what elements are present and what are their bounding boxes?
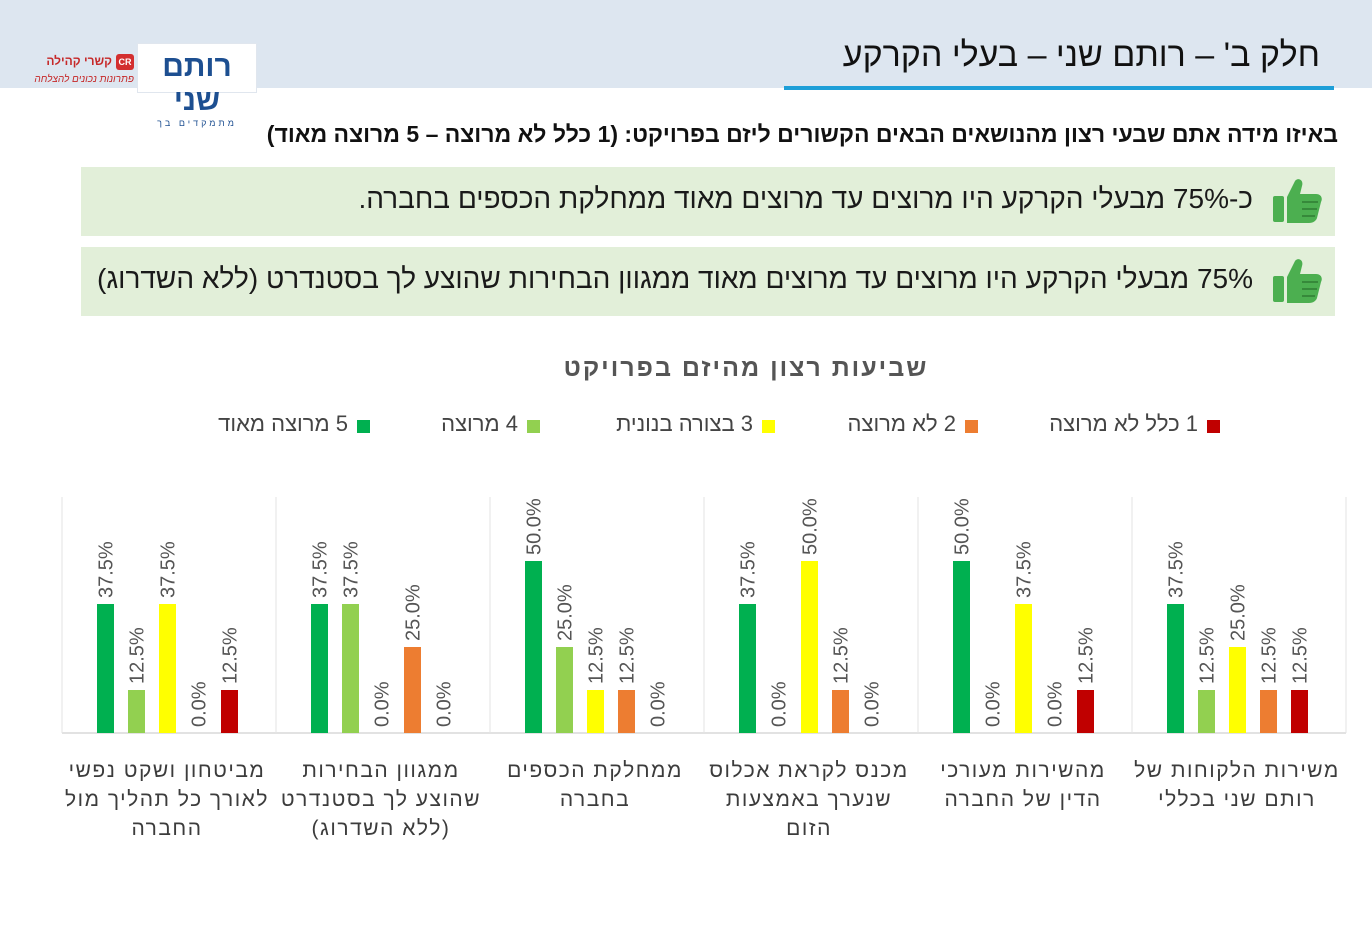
satisfaction-bar-chart: 37.5% 12.5% 25.0% 12.5% 12.5% 50.0% 0.0% 37.5% 0… xyxy=(61,497,1347,734)
data-label-5-2: 37.5% xyxy=(341,541,363,598)
legend-item-1: 1 כלל לא מרוצה xyxy=(1040,411,1220,437)
legend-item-4: 4 מרוצה xyxy=(435,411,540,437)
data-label-5-3: 0.0% xyxy=(372,681,394,727)
data-label-3-3: 50.0% xyxy=(800,498,822,555)
bar-6-5 xyxy=(221,690,238,733)
bar-5-2 xyxy=(342,604,359,733)
data-label-6-2: 12.5% xyxy=(127,627,149,684)
bar-6-2 xyxy=(128,690,145,733)
highlight-box-1: כ-75% מבעלי הקרקע היו מרוצים עד מרוצים מ… xyxy=(81,167,1335,236)
data-label-6-3: 37.5% xyxy=(158,541,180,598)
logo-small-tagline: פתרונות נכונים להצלחה xyxy=(34,74,134,85)
category-label-5: ממגוון הבחירות שהוצע לך בסטנדרט (ללא השד… xyxy=(280,759,482,840)
bar-1-3 xyxy=(1229,647,1246,733)
data-label-5-4: 25.0% xyxy=(403,584,425,641)
data-label-6-1: 37.5% xyxy=(96,541,118,598)
data-label-4-4: 12.5% xyxy=(617,627,639,684)
data-label-1-1: 37.5% xyxy=(1166,541,1188,598)
legend-swatch-2 xyxy=(965,420,978,433)
category-label-1: משירות הלקוחות של רותם שני בכללי xyxy=(1134,759,1340,811)
data-label-2-4: 0.0% xyxy=(1045,681,1067,727)
bar-3-4 xyxy=(832,690,849,733)
thumbs-up-icon xyxy=(1273,259,1322,303)
logo-main-name: רותם שני xyxy=(162,50,232,117)
bar-2-3 xyxy=(1015,604,1032,733)
thumbs-up-icon xyxy=(1273,179,1322,223)
bar-5-4 xyxy=(404,647,421,733)
data-label-6-5: 12.5% xyxy=(220,627,242,684)
data-label-4-1: 50.0% xyxy=(524,498,546,555)
chart-title: שביעות רצון מהיזם בפרויקט xyxy=(563,354,929,382)
data-label-2-5: 12.5% xyxy=(1076,627,1098,684)
legend-label-5: 5 מרוצה מאוד xyxy=(218,411,348,436)
page-title: חלק ב' – רותם שני – בעלי הקרקע xyxy=(842,36,1320,74)
data-label-1-2: 12.5% xyxy=(1197,627,1219,684)
bar-1-4 xyxy=(1260,690,1277,733)
rotem-shani-logo: רותם שני מתמקדים בך xyxy=(137,43,257,128)
bar-2-1 xyxy=(953,561,970,733)
legend-label-2: 2 לא מרוצה xyxy=(847,411,956,436)
data-label-2-1: 50.0% xyxy=(952,498,974,555)
bar-4-2 xyxy=(556,647,573,733)
logo-small-badge: CR xyxy=(116,54,134,70)
legend-item-5: 5 מרוצה מאוד xyxy=(205,411,370,437)
data-label-1-4: 12.5% xyxy=(1259,627,1281,684)
category-label-6: מביטחון ושקט נפשי לאורך כל תהליך מול החב… xyxy=(64,759,269,840)
legend-swatch-5 xyxy=(357,420,370,433)
bar-1-5 xyxy=(1291,690,1308,733)
legend-swatch-3 xyxy=(762,420,775,433)
bar-6-1 xyxy=(97,604,114,733)
bar-1-2 xyxy=(1198,690,1215,733)
category-label-4: ממחלקת הכספים בחברה xyxy=(507,759,683,811)
bar-4-3 xyxy=(587,690,604,733)
data-label-2-3: 37.5% xyxy=(1014,541,1036,598)
legend-item-3: 3 בצורה בנונית xyxy=(605,411,775,437)
highlight-text-1: כ-75% מבעלי הקרקע היו מרוצים עד מרוצים מ… xyxy=(358,183,1253,214)
bar-3-1 xyxy=(739,604,756,733)
legend-swatch-4 xyxy=(527,420,540,433)
data-label-5-1: 37.5% xyxy=(310,541,332,598)
data-label-3-4: 12.5% xyxy=(831,627,853,684)
category-label-3: מכנס לקראת אכלוס שנערך באמצעות הזום xyxy=(709,759,909,840)
bar-6-3 xyxy=(159,604,176,733)
data-label-4-2: 25.0% xyxy=(555,584,577,641)
legend-label-4: 4 מרוצה xyxy=(441,411,518,436)
legend-label-3: 3 בצורה בנונית xyxy=(616,411,753,436)
bar-4-1 xyxy=(525,561,542,733)
bar-5-1 xyxy=(311,604,328,733)
bar-3-3 xyxy=(801,561,818,733)
title-underline xyxy=(784,86,1334,90)
logo-main-sub: מתמקדים בך xyxy=(157,118,237,128)
legend-swatch-1 xyxy=(1207,420,1220,433)
data-label-6-4: 0.0% xyxy=(189,681,211,727)
data-label-4-3: 12.5% xyxy=(586,627,608,684)
legend-item-2: 2 לא מרוצה xyxy=(840,411,978,437)
highlight-text-2: 75% מבעלי הקרקע היו מרוצים עד מרוצים מאו… xyxy=(97,263,1253,294)
data-label-2-2: 0.0% xyxy=(983,681,1005,727)
category-label-2: מהשירות מעורכי הדין של החברה xyxy=(940,759,1106,811)
data-label-5-5: 0.0% xyxy=(434,681,456,727)
data-label-3-1: 37.5% xyxy=(738,541,760,598)
community-relations-logo: CR קשרי קהילה פתרונות נכונים להצלחה xyxy=(30,52,134,92)
data-label-1-5: 12.5% xyxy=(1290,627,1312,684)
data-label-1-3: 25.0% xyxy=(1228,584,1250,641)
data-label-3-5: 0.0% xyxy=(862,681,884,727)
bar-4-4 xyxy=(618,690,635,733)
survey-question: באיזו מידה אתם שבעי רצון מהנושאים הבאים … xyxy=(266,121,1338,147)
bar-1-1 xyxy=(1167,604,1184,733)
highlight-box-2: 75% מבעלי הקרקע היו מרוצים עד מרוצים מאו… xyxy=(81,247,1335,316)
data-label-4-5: 0.0% xyxy=(648,681,670,727)
data-label-3-2: 0.0% xyxy=(769,681,791,727)
logo-small-name: קשרי קהילה xyxy=(46,54,112,68)
bar-2-5 xyxy=(1077,690,1094,733)
legend-label-1: 1 כלל לא מרוצה xyxy=(1049,411,1198,436)
